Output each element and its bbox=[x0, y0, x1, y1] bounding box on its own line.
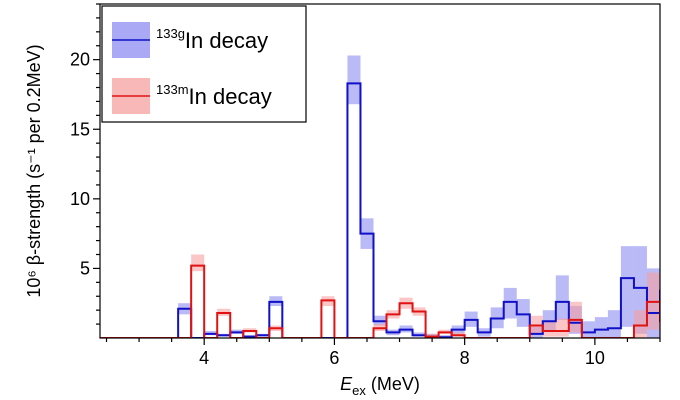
band-133m-35 bbox=[555, 318, 569, 337]
y-tick-label: 5 bbox=[80, 258, 90, 278]
x-axis-label: Eex (MeV) bbox=[340, 374, 420, 398]
band-133m-43 bbox=[660, 280, 673, 334]
band-133m-41 bbox=[633, 310, 647, 338]
x-tick-label: 4 bbox=[199, 348, 209, 368]
legend-label-133m: 133mIn decay bbox=[156, 82, 272, 109]
band-133m-36 bbox=[568, 301, 582, 333]
step-line-133g bbox=[100, 82, 660, 338]
y-tick-label: 15 bbox=[70, 119, 90, 139]
band-133g-19 bbox=[347, 55, 361, 105]
step-line-133m bbox=[100, 264, 660, 338]
band-133g-44 bbox=[673, 202, 680, 338]
band-133g-35 bbox=[555, 275, 569, 320]
y-tick-label: 10 bbox=[70, 189, 90, 209]
band-133g-37 bbox=[581, 321, 595, 338]
band-133g-43 bbox=[660, 236, 673, 338]
band-133m-44 bbox=[673, 282, 680, 338]
uncertainty-bands bbox=[178, 55, 680, 338]
histogram-steps bbox=[100, 82, 660, 338]
x-tick-label: 8 bbox=[460, 348, 470, 368]
y-axis-label: 10⁶ β-strength (s⁻¹ per 0.2MeV) bbox=[24, 44, 44, 297]
x-tick-label: 6 bbox=[329, 348, 339, 368]
y-tick-label: 20 bbox=[70, 50, 90, 70]
band-133g-40 bbox=[620, 246, 634, 327]
band-133g-32 bbox=[516, 299, 530, 327]
band-133m-34 bbox=[542, 321, 556, 337]
band-133g-38 bbox=[594, 317, 608, 338]
legend: 133gIn decay 133mIn decay bbox=[101, 5, 307, 123]
band-133g-39 bbox=[607, 310, 621, 338]
band-133g-31 bbox=[503, 287, 517, 319]
axes: 4 6 8 10 5 10 15 20 Eex (MeV) 10⁶ β-strength (s⁻¹… bbox=[24, 3, 661, 398]
band-133m-7 bbox=[191, 254, 205, 272]
legend-label-133g: 133gIn decay bbox=[156, 26, 268, 53]
x-tick-label: 10 bbox=[585, 348, 605, 368]
